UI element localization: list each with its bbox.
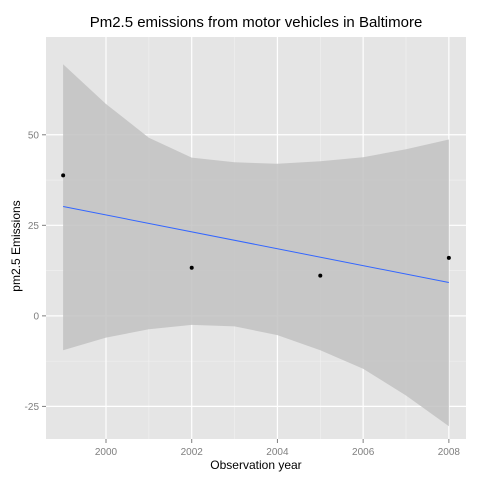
data-point	[446, 255, 451, 260]
x-tick-label: 2002	[181, 447, 204, 458]
x-tick-label: 2000	[95, 447, 118, 458]
trend-line	[63, 206, 449, 284]
y-tick-label: 50	[28, 130, 40, 141]
x-axis-ticks: 2000 2002 2004 2006 2008	[95, 439, 461, 458]
data-point	[61, 173, 66, 178]
x-tick-label: 2008	[438, 447, 461, 458]
chart-title: Pm2.5 emissions from motor vehicles in B…	[90, 14, 423, 31]
y-axis-ticks: -25 0 25 50	[25, 130, 46, 413]
data-point	[189, 265, 194, 270]
x-tick-label: 2004	[266, 447, 289, 458]
data-point	[318, 273, 323, 278]
y-tick-label: 25	[28, 221, 40, 232]
y-tick-label: 0	[33, 311, 39, 322]
y-axis-title: pm2.5 Emissions	[9, 200, 23, 291]
x-tick-label: 2006	[352, 447, 375, 458]
y-tick-label: -25	[25, 402, 40, 413]
confidence-band	[63, 64, 449, 427]
data-points	[61, 173, 451, 278]
x-axis-title: Observation year	[210, 458, 301, 472]
